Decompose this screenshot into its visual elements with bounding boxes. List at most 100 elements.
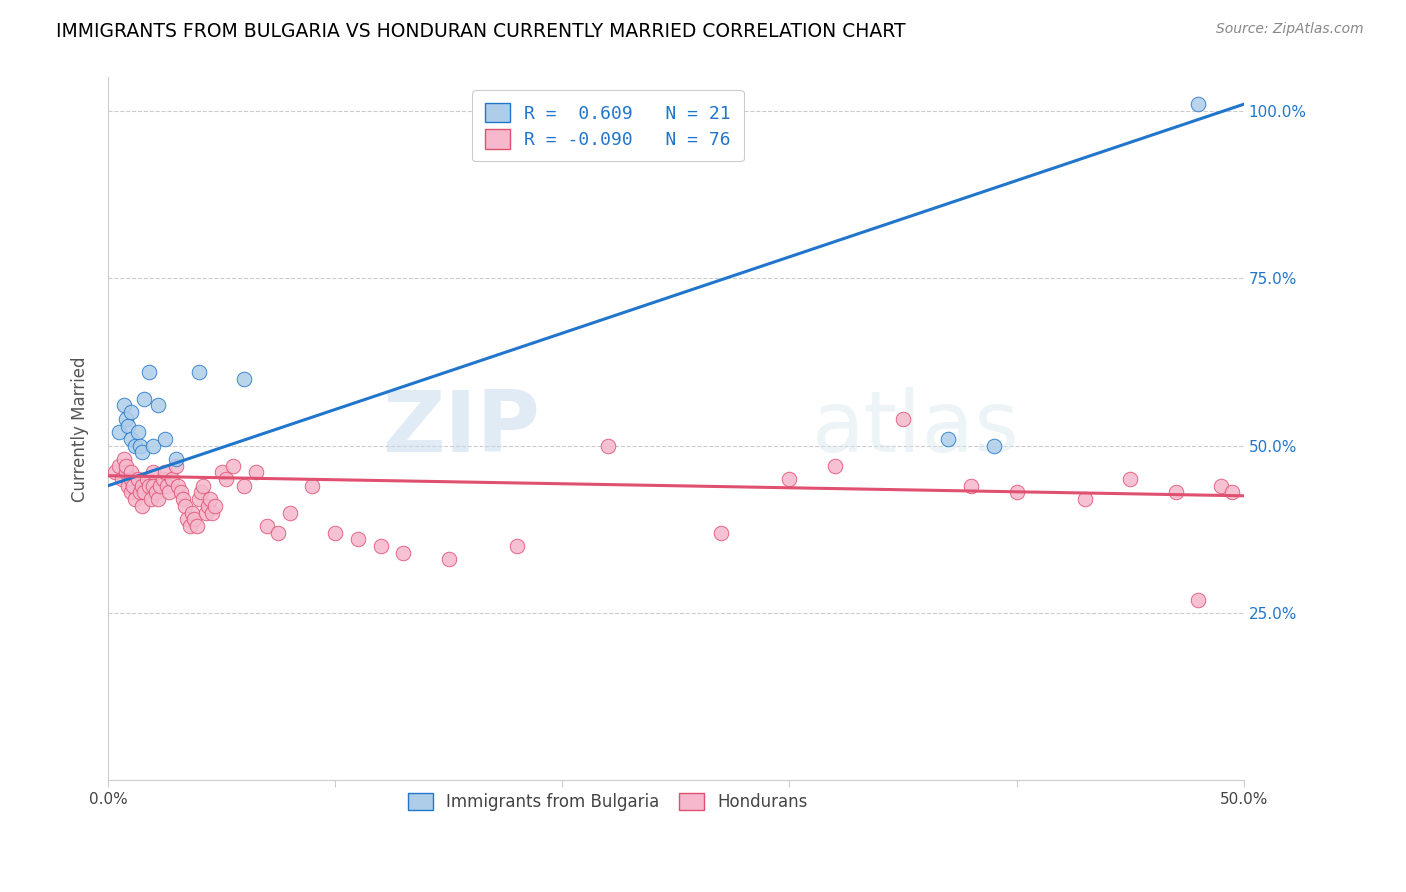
Y-axis label: Currently Married: Currently Married	[72, 356, 89, 501]
Point	[1005, 485, 1028, 500]
Point	[186, 519, 208, 533]
Point	[222, 458, 245, 473]
Point	[146, 492, 169, 507]
Point	[157, 485, 180, 500]
Text: IMMIGRANTS FROM BULGARIA VS HONDURAN CURRENTLY MARRIED CORRELATION CHART: IMMIGRANTS FROM BULGARIA VS HONDURAN CUR…	[56, 22, 905, 41]
Point	[135, 472, 157, 486]
Point	[115, 412, 138, 426]
Point	[392, 546, 415, 560]
Point	[710, 525, 733, 540]
Point	[204, 499, 226, 513]
Point	[108, 458, 131, 473]
Point	[1222, 485, 1244, 500]
Point	[111, 472, 134, 486]
Point	[153, 466, 176, 480]
Point	[117, 418, 139, 433]
Point	[245, 466, 267, 480]
Point	[181, 506, 204, 520]
Point	[152, 472, 174, 486]
Point	[1187, 592, 1209, 607]
Point	[172, 492, 194, 507]
Point	[176, 512, 198, 526]
Legend: Immigrants from Bulgaria, Hondurans: Immigrants from Bulgaria, Hondurans	[394, 780, 821, 825]
Point	[124, 492, 146, 507]
Point	[153, 432, 176, 446]
Point	[193, 479, 215, 493]
Point	[194, 506, 217, 520]
Point	[142, 466, 165, 480]
Point	[165, 458, 187, 473]
Point	[190, 485, 212, 500]
Point	[120, 485, 142, 500]
Text: ZIP: ZIP	[382, 387, 540, 470]
Text: Source: ZipAtlas.com: Source: ZipAtlas.com	[1216, 22, 1364, 37]
Point	[120, 466, 142, 480]
Point	[149, 479, 172, 493]
Point	[596, 439, 619, 453]
Point	[134, 392, 156, 406]
Point	[145, 485, 167, 500]
Point	[122, 479, 145, 493]
Point	[187, 492, 209, 507]
Point	[1074, 492, 1097, 507]
Point	[1209, 479, 1232, 493]
Point	[165, 452, 187, 467]
Point	[267, 525, 290, 540]
Point	[201, 506, 224, 520]
Point	[197, 499, 219, 513]
Point	[179, 519, 201, 533]
Point	[142, 439, 165, 453]
Point	[891, 412, 914, 426]
Point	[1164, 485, 1187, 500]
Point	[120, 432, 142, 446]
Point	[138, 365, 160, 379]
Point	[183, 512, 205, 526]
Point	[278, 506, 301, 520]
Point	[138, 479, 160, 493]
Point	[1119, 472, 1142, 486]
Point	[370, 539, 392, 553]
Point	[112, 399, 135, 413]
Point	[127, 472, 149, 486]
Point	[131, 445, 153, 459]
Point	[200, 492, 222, 507]
Point	[170, 485, 193, 500]
Point	[120, 472, 142, 486]
Point	[256, 519, 278, 533]
Point	[108, 425, 131, 440]
Point	[124, 439, 146, 453]
Point	[347, 533, 370, 547]
Point	[211, 466, 233, 480]
Point	[824, 458, 846, 473]
Point	[131, 479, 153, 493]
Point	[1187, 97, 1209, 112]
Point	[437, 552, 460, 566]
Point	[146, 399, 169, 413]
Point	[506, 539, 529, 553]
Point	[167, 479, 190, 493]
Point	[142, 479, 165, 493]
Point	[778, 472, 800, 486]
Point	[115, 466, 138, 480]
Point	[160, 472, 183, 486]
Point	[104, 466, 127, 480]
Point	[131, 499, 153, 513]
Point	[112, 452, 135, 467]
Point	[141, 492, 163, 507]
Point	[128, 485, 150, 500]
Point	[134, 485, 156, 500]
Point	[128, 439, 150, 453]
Text: atlas: atlas	[813, 387, 1021, 470]
Point	[301, 479, 323, 493]
Point	[127, 425, 149, 440]
Point	[960, 479, 983, 493]
Point	[323, 525, 346, 540]
Point	[120, 405, 142, 419]
Point	[233, 479, 256, 493]
Point	[115, 458, 138, 473]
Point	[117, 479, 139, 493]
Point	[187, 365, 209, 379]
Point	[156, 479, 179, 493]
Point	[174, 499, 197, 513]
Point	[983, 439, 1005, 453]
